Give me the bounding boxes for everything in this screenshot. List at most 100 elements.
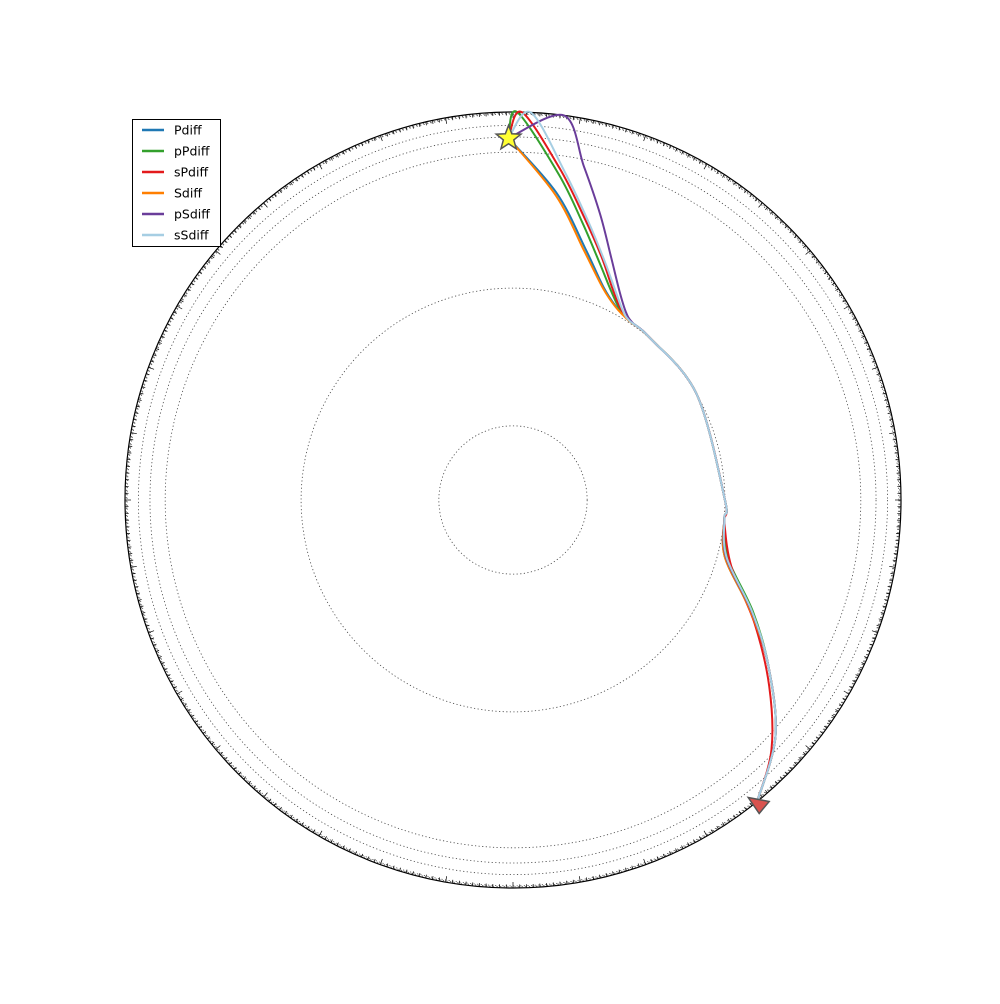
ray-paths [509, 111, 776, 801]
legend-label-spdiff: sPdiff [174, 165, 208, 180]
surface-tick [426, 122, 427, 125]
surface-tick [387, 133, 388, 136]
surface-tick [400, 129, 401, 132]
surface-tick [844, 691, 849, 694]
surface-tick [137, 593, 140, 594]
surface-tick [877, 625, 880, 626]
surface-tick [142, 612, 145, 613]
surface-tick [890, 426, 893, 427]
legend-label-pdiff: Pdiff [174, 123, 202, 138]
surface-tick [593, 876, 594, 879]
surface-tick [319, 831, 322, 836]
discontinuity-circle [165, 152, 861, 848]
surface-tick [872, 367, 878, 369]
surface-tick [132, 573, 135, 574]
surface-tick [138, 400, 141, 401]
surface-tick [426, 875, 427, 878]
earth-surface-circle [125, 112, 901, 888]
surface-tick [419, 124, 420, 127]
ray-path-sdiff [509, 138, 776, 801]
legend: Pdiff pPdiff sPdiff Sdiff pSdiff sSdiff [133, 120, 221, 247]
surface-tick [400, 868, 401, 871]
surface-tick [877, 374, 880, 375]
surface-tick [883, 393, 886, 394]
surface-tick [387, 864, 388, 867]
surface-tick [140, 606, 143, 607]
surface-tick [264, 203, 268, 208]
surface-tick [889, 580, 892, 581]
surface-tick [393, 866, 394, 869]
surface-tick [886, 406, 889, 407]
surface-tick [142, 387, 145, 388]
legend-label-ssdiff: sSdiff [174, 228, 209, 243]
surface-tick-marks [125, 112, 901, 888]
surface-tick [688, 843, 690, 846]
surface-tick [632, 866, 633, 869]
surface-tick [133, 580, 136, 581]
surface-tick [133, 419, 136, 420]
surface-tick [140, 393, 143, 394]
surface-tick [884, 400, 887, 401]
surface-tick [859, 669, 862, 671]
legend-label-sdiff: Sdiff [174, 186, 202, 201]
legend-label-ppdiff: pPdiff [174, 144, 210, 159]
surface-tick [625, 868, 626, 871]
surface-tick [619, 127, 620, 130]
surface-tick [579, 118, 580, 124]
discontinuity-circle [126, 113, 900, 887]
surface-tick [380, 135, 382, 141]
markers [496, 125, 769, 813]
surface-tick [419, 873, 420, 876]
discontinuity-circles [126, 113, 900, 887]
legend-label-psdiff: pSdiff [174, 207, 210, 222]
surface-tick [153, 355, 156, 356]
surface-tick [432, 876, 433, 879]
surface-tick [886, 593, 889, 594]
surface-tick [599, 875, 600, 878]
surface-tick [799, 757, 802, 759]
surface-tick [879, 380, 882, 381]
surface-tick [890, 573, 893, 574]
surface-tick [881, 387, 884, 388]
ray-path-ssdiff [509, 112, 776, 802]
discontinuity-circle [439, 426, 587, 574]
surface-tick [586, 877, 587, 880]
surface-tick [138, 600, 141, 601]
ray-path-ppdiff [509, 111, 776, 801]
surface-tick [151, 361, 154, 362]
surface-tick [307, 826, 309, 829]
ray-path-psdiff [509, 115, 776, 802]
surface-tick [135, 413, 138, 414]
surface-tick [132, 426, 135, 427]
surface-tick [619, 870, 620, 873]
surface-tick [638, 133, 639, 136]
discontinuity-circle [138, 125, 887, 874]
surface-tick [879, 619, 882, 620]
surface-tick [593, 120, 594, 123]
surface-tick [625, 129, 626, 132]
surface-tick [704, 831, 707, 836]
surface-tick [161, 663, 164, 664]
surface-tick [844, 306, 849, 309]
ray-path-pdiff [509, 138, 776, 801]
source-star-icon [496, 125, 521, 149]
surface-tick [446, 118, 447, 124]
surface-tick [644, 859, 646, 865]
surface-tick [881, 612, 884, 613]
surface-tick [606, 873, 607, 876]
surface-tick [832, 715, 835, 717]
surface-tick [663, 143, 664, 146]
surface-tick [135, 586, 138, 587]
surface-tick [413, 871, 414, 874]
discontinuity-circle [150, 137, 876, 863]
surface-tick [264, 793, 268, 798]
surface-tick [606, 124, 607, 127]
surface-tick [406, 870, 407, 873]
surface-tick [682, 151, 684, 154]
surface-tick [843, 300, 846, 302]
surface-tick [669, 851, 670, 854]
discontinuity-circle [127, 114, 899, 886]
surface-tick [613, 871, 614, 874]
